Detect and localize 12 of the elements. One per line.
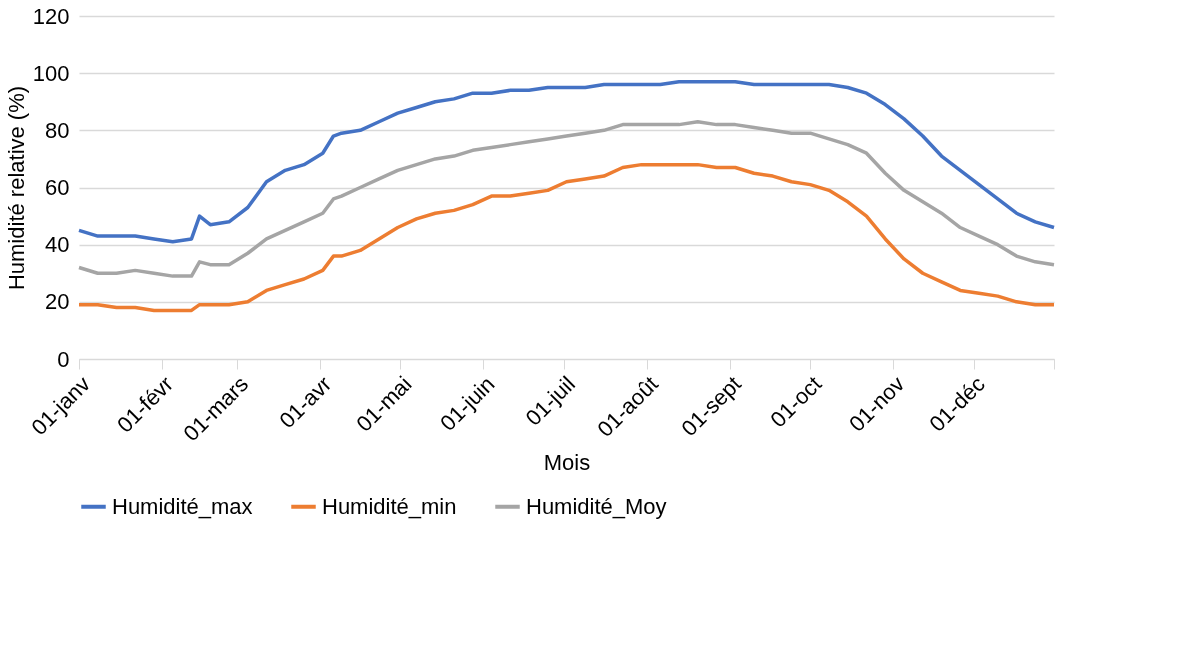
legend-label: Humidité_max <box>112 493 253 519</box>
y-tick-label: 0 <box>57 346 70 372</box>
x-axis-title: Mois <box>543 450 591 476</box>
legend-label: Humidité_Moy <box>526 493 667 519</box>
legend-label: Humidité_min <box>322 493 457 519</box>
y-tick-label: 20 <box>45 289 70 315</box>
y-tick-label: 80 <box>45 117 70 143</box>
y-tick-label: 40 <box>45 232 70 258</box>
y-axis-title: Humidité relative (%) <box>3 85 29 291</box>
y-tick-label: 120 <box>32 3 70 29</box>
y-tick-label: 100 <box>32 60 70 86</box>
y-tick-label: 60 <box>45 175 70 200</box>
